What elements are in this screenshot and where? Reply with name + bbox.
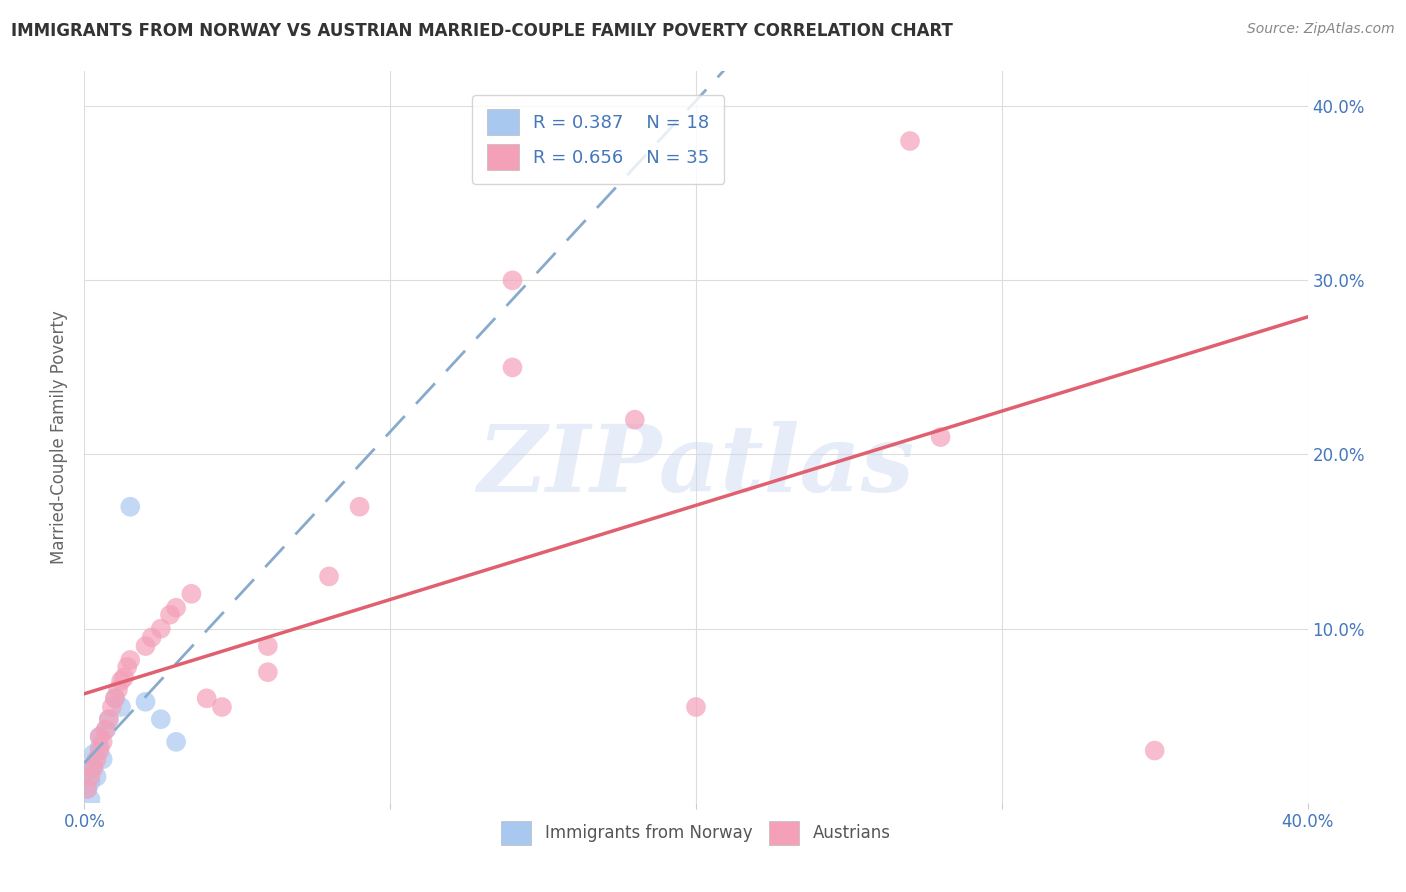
Text: ZIPatlas: ZIPatlas xyxy=(478,421,914,511)
Point xyxy=(101,700,124,714)
Point xyxy=(120,500,142,514)
Point xyxy=(1143,743,1166,757)
Point xyxy=(195,691,218,706)
Point xyxy=(89,730,111,744)
Point xyxy=(685,700,707,714)
Point xyxy=(135,695,157,709)
Point xyxy=(211,700,233,714)
Point xyxy=(79,764,101,779)
Point xyxy=(83,757,105,772)
Point xyxy=(165,735,187,749)
Y-axis label: Married-Couple Family Poverty: Married-Couple Family Poverty xyxy=(51,310,69,564)
Point xyxy=(110,673,132,688)
Point xyxy=(76,781,98,796)
Point xyxy=(149,622,172,636)
Point xyxy=(112,670,135,684)
Point xyxy=(257,665,280,680)
Text: IMMIGRANTS FROM NORWAY VS AUSTRIAN MARRIED-COUPLE FAMILY POVERTY CORRELATION CHA: IMMIGRANTS FROM NORWAY VS AUSTRIAN MARRI… xyxy=(11,22,953,40)
Text: Source: ZipAtlas.com: Source: ZipAtlas.com xyxy=(1247,22,1395,37)
Point xyxy=(898,134,921,148)
Point xyxy=(318,569,340,583)
Point xyxy=(502,360,524,375)
Point xyxy=(79,770,101,784)
Point xyxy=(94,723,117,737)
Point xyxy=(929,430,952,444)
Legend: Immigrants from Norway, Austrians: Immigrants from Norway, Austrians xyxy=(494,813,898,853)
Point xyxy=(97,712,120,726)
Point xyxy=(159,607,181,622)
Point xyxy=(349,500,371,514)
Point xyxy=(149,712,172,726)
Point xyxy=(624,412,647,426)
Point xyxy=(83,761,105,775)
Point xyxy=(83,747,105,761)
Point xyxy=(91,735,114,749)
Point xyxy=(115,660,138,674)
Point xyxy=(76,781,98,796)
Point xyxy=(165,600,187,615)
Point xyxy=(97,712,120,726)
Point xyxy=(502,273,524,287)
Point xyxy=(141,631,163,645)
Point xyxy=(89,740,111,755)
Point xyxy=(257,639,280,653)
Point xyxy=(91,752,114,766)
Point xyxy=(120,653,142,667)
Point xyxy=(104,691,127,706)
Point xyxy=(89,730,111,744)
Point xyxy=(107,682,129,697)
Point xyxy=(104,691,127,706)
Point xyxy=(79,775,101,789)
Point xyxy=(86,752,108,766)
Point xyxy=(79,792,101,806)
Point xyxy=(94,723,117,737)
Point xyxy=(180,587,202,601)
Point xyxy=(135,639,157,653)
Point xyxy=(110,700,132,714)
Point xyxy=(89,743,111,757)
Point xyxy=(86,770,108,784)
